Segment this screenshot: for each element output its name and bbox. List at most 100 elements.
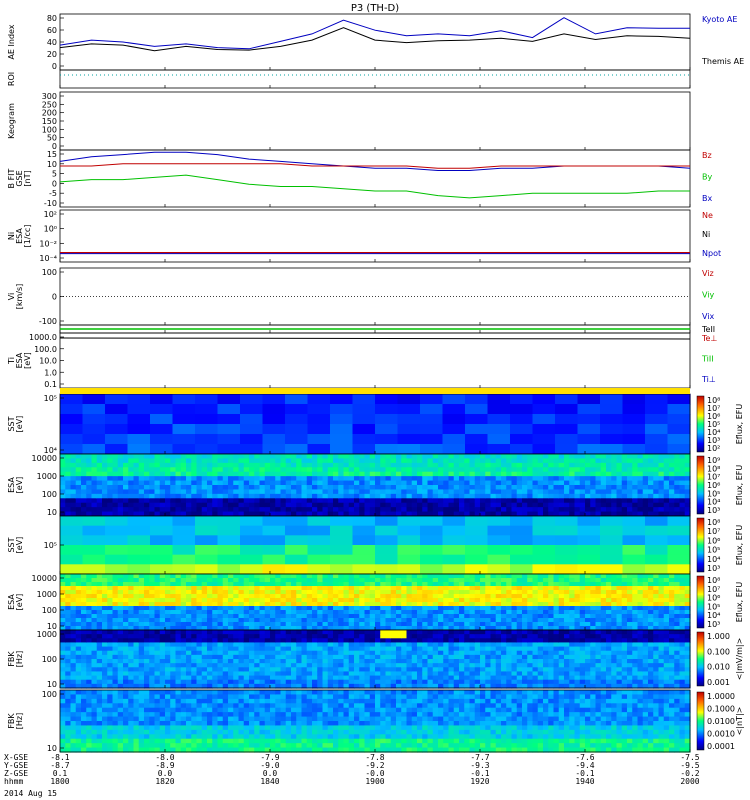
spectrogram-cell <box>60 646 66 652</box>
spectrogram-cell <box>553 582 560 587</box>
spectrogram-cell <box>60 476 66 482</box>
spectrogram-cell <box>81 502 87 508</box>
spectrogram-cell <box>558 582 565 587</box>
spectrogram-cell <box>343 671 350 677</box>
spectrogram-cell <box>285 630 292 635</box>
spectrogram-cell <box>82 434 106 445</box>
spectrogram-cell <box>595 480 602 486</box>
spectrogram-cell <box>275 480 282 486</box>
spectrogram-cell <box>280 458 287 464</box>
spectrogram-cell <box>385 574 392 579</box>
spectrogram-cell <box>222 626 229 631</box>
spectrogram-cell <box>280 511 287 517</box>
spectrogram-cell <box>117 602 124 607</box>
spectrogram-cell <box>333 626 339 631</box>
spectrogram-cell <box>112 630 119 635</box>
spectrogram-cell <box>249 606 255 611</box>
spectrogram-cell <box>611 511 618 517</box>
spectrogram-cell <box>532 462 539 468</box>
spectrogram-cell <box>128 454 135 460</box>
spectrogram-cell <box>595 471 602 477</box>
spectrogram-cell <box>385 590 392 595</box>
spectrogram-cell <box>102 511 108 517</box>
spectrogram-cell <box>81 638 87 644</box>
spectrogram-cell <box>621 485 628 491</box>
spectrogram-cell <box>107 614 114 619</box>
spectrogram-cell <box>81 646 87 652</box>
spectrogram-cell <box>322 498 329 504</box>
spectrogram-cell <box>149 594 156 599</box>
spectrogram-cell <box>102 622 108 627</box>
spectrogram-cell <box>60 535 84 546</box>
spectrogram-cell <box>464 626 471 631</box>
spectrogram-cell <box>333 675 339 681</box>
spectrogram-cell <box>480 614 486 619</box>
spectrogram-cell <box>264 502 271 508</box>
spectrogram-cell <box>212 480 219 486</box>
spectrogram-cell <box>385 511 392 517</box>
spectrogram-cell <box>207 622 213 627</box>
spectrogram-cell <box>238 675 245 681</box>
spectrogram-cell <box>207 578 213 583</box>
spectrogram-cell <box>275 654 282 660</box>
spectrogram-cell <box>338 671 345 677</box>
spectrogram-cell <box>243 622 250 627</box>
spectrogram-cell <box>579 622 586 627</box>
spectrogram-cell <box>543 586 549 591</box>
spectrogram-cell <box>102 598 108 603</box>
spectrogram-cell <box>338 476 345 482</box>
spectrogram-cell <box>259 480 266 486</box>
spectrogram-cell <box>585 594 591 599</box>
y-tick-label: 0 <box>52 293 57 302</box>
spectrogram-cell <box>172 394 196 405</box>
spectrogram-cell <box>275 642 282 648</box>
spectrogram-cell <box>317 458 324 464</box>
spectrogram-cell <box>275 618 282 623</box>
spectrogram-cell <box>396 638 402 644</box>
y-axis-label: Keogram <box>7 103 16 139</box>
spectrogram-cell <box>275 638 282 644</box>
spectrogram-cell <box>149 489 156 495</box>
spectrogram-cell <box>443 493 450 499</box>
spectrogram-cell <box>453 471 460 477</box>
spectrogram-cell <box>397 564 421 575</box>
spectrogram-cell <box>417 667 423 673</box>
spectrogram-cell <box>469 462 476 468</box>
spectrogram-cell <box>632 606 639 611</box>
spectrogram-cell <box>86 507 93 513</box>
spectrogram-cell <box>217 598 224 603</box>
spectrogram-cell <box>301 618 308 623</box>
spectrogram-cell <box>390 578 397 583</box>
spectrogram-cell <box>222 578 229 583</box>
spectrogram-cell <box>212 598 219 603</box>
spectrogram-cell <box>264 654 271 660</box>
spectrogram-cell <box>555 516 579 527</box>
spectrogram-cell <box>564 480 570 486</box>
spectrogram-cell <box>432 582 439 587</box>
spectrogram-cell <box>432 454 439 460</box>
spectrogram-cell <box>432 626 439 631</box>
spectrogram-cell <box>448 602 455 607</box>
spectrogram-cell <box>195 564 219 575</box>
spectrogram-cell <box>159 618 166 623</box>
spectrogram-cell <box>154 458 161 464</box>
spectrogram-cell <box>159 602 166 607</box>
spectrogram-cell <box>165 462 171 468</box>
spectrogram-cell <box>669 610 675 615</box>
spectrogram-cell <box>201 614 208 619</box>
spectrogram-cell <box>240 434 264 445</box>
spectrogram-cell <box>348 467 355 473</box>
spectrogram-cell <box>548 458 555 464</box>
spectrogram-cell <box>285 489 292 495</box>
spectrogram-cell <box>495 454 502 460</box>
spectrogram-cell <box>217 507 224 513</box>
spectrogram-cell <box>506 590 513 595</box>
spectrogram-cell <box>648 476 654 482</box>
spectrogram-cell <box>427 586 434 591</box>
spectrogram-cell <box>228 507 234 513</box>
spectrogram-cell <box>144 626 150 631</box>
spectrogram-cell <box>411 642 418 648</box>
spectrogram-cell <box>380 659 387 664</box>
spectrogram-cell <box>375 516 399 527</box>
spectrogram-cell <box>149 590 156 595</box>
